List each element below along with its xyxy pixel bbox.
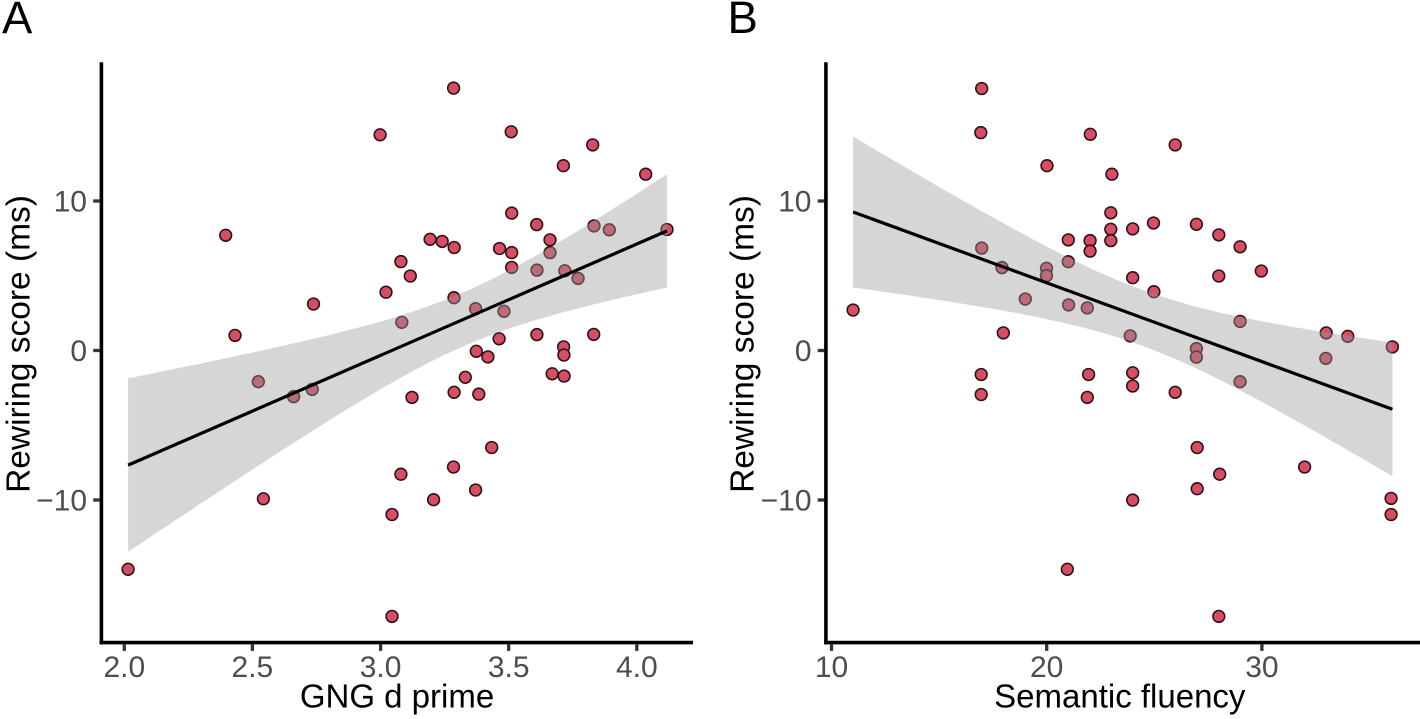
svg-text:GNG d prime: GNG d prime <box>300 678 494 715</box>
svg-text:4.0: 4.0 <box>616 651 658 684</box>
svg-text:Rewiring score (ms): Rewiring score (ms) <box>1 195 38 493</box>
svg-text:10: 10 <box>815 651 848 684</box>
svg-text:3.5: 3.5 <box>488 651 530 684</box>
svg-text:30: 30 <box>1245 651 1278 684</box>
svg-text:20: 20 <box>1030 651 1063 684</box>
svg-text:−10: −10 <box>36 485 87 518</box>
svg-text:B: B <box>728 0 758 43</box>
svg-text:0: 0 <box>70 335 87 368</box>
svg-text:A: A <box>2 0 33 43</box>
svg-text:0: 0 <box>795 335 812 368</box>
svg-text:3.0: 3.0 <box>360 651 402 684</box>
svg-text:10: 10 <box>54 186 87 219</box>
svg-text:2.5: 2.5 <box>232 651 274 684</box>
svg-text:Semantic fluency: Semantic fluency <box>994 678 1246 715</box>
svg-text:10: 10 <box>778 186 811 219</box>
svg-text:−10: −10 <box>761 485 812 518</box>
svg-text:2.0: 2.0 <box>103 651 145 684</box>
svg-text:Rewiring score (ms): Rewiring score (ms) <box>725 195 762 493</box>
